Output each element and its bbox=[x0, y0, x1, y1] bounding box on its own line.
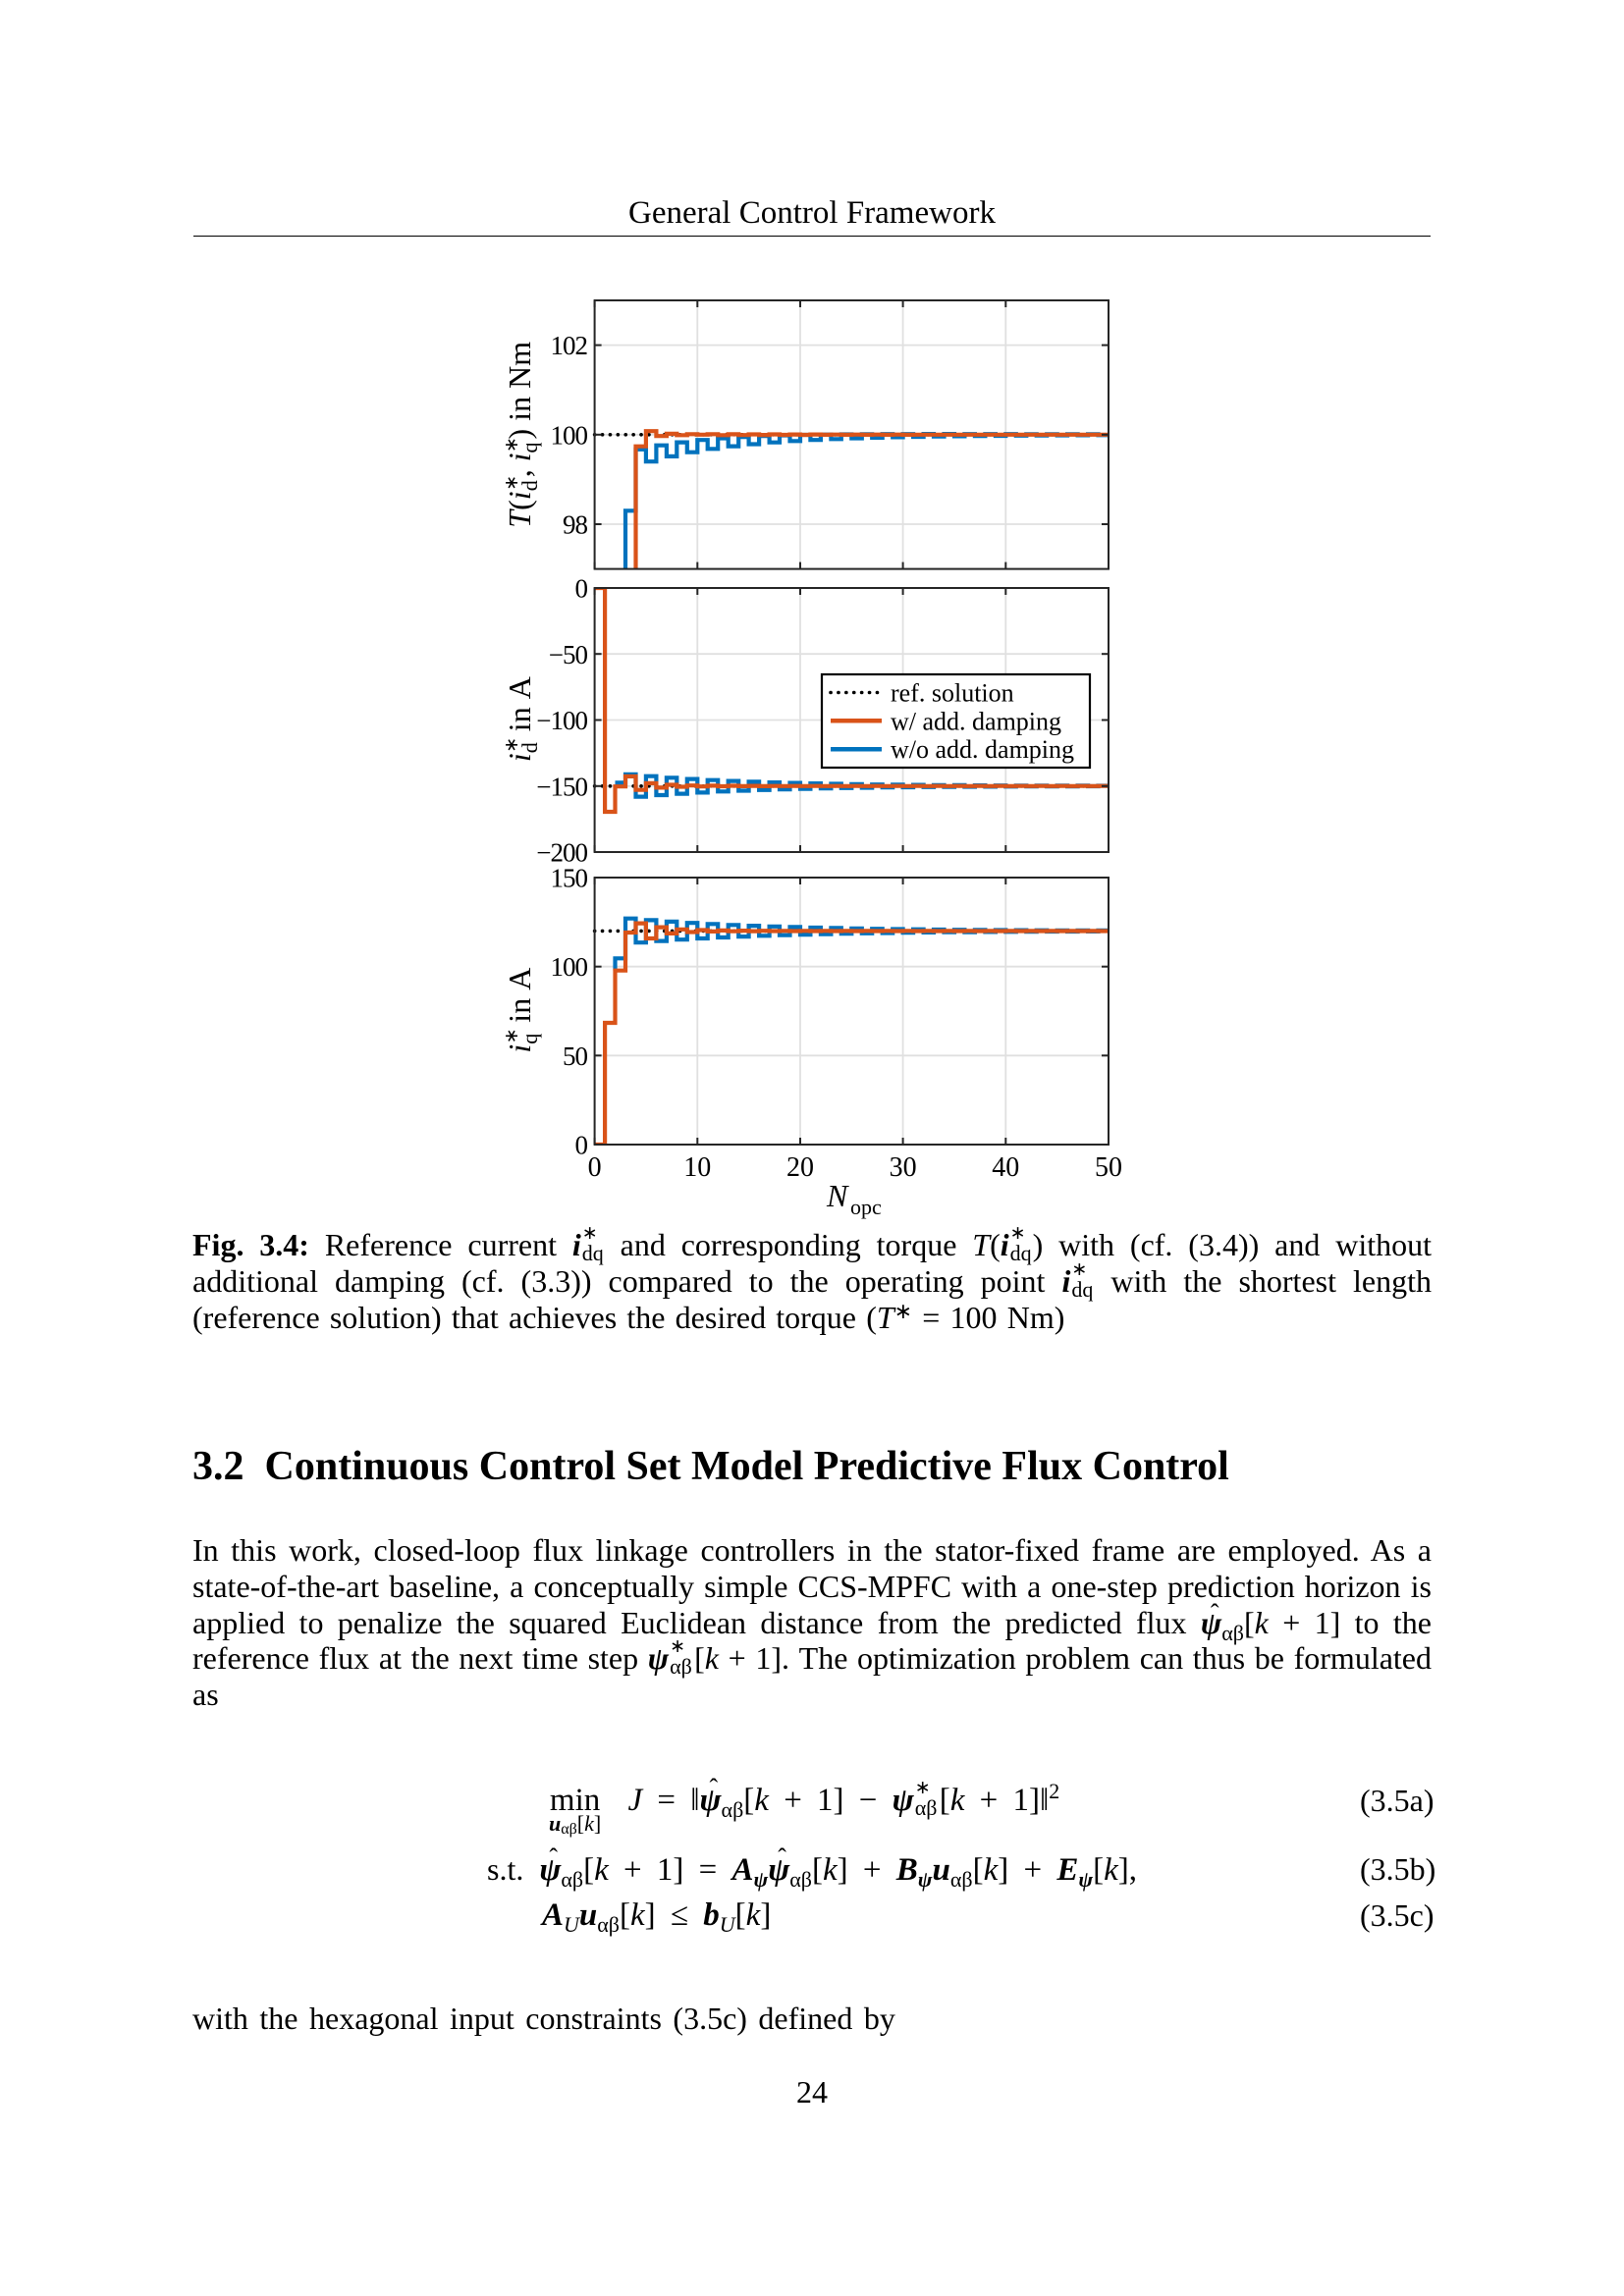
svg-text:∗: ∗ bbox=[502, 737, 522, 753]
svg-text:−200: −200 bbox=[536, 838, 587, 868]
svg-text:0: 0 bbox=[588, 1152, 602, 1183]
svg-text:102: 102 bbox=[551, 331, 588, 360]
svg-text:d: d bbox=[517, 742, 542, 753]
svg-text:ref. solution: ref. solution bbox=[891, 679, 1014, 708]
svg-text:i: i bbox=[502, 453, 537, 461]
svg-text:(: ( bbox=[502, 500, 537, 510]
svg-text:i: i bbox=[502, 491, 537, 500]
svg-text:98: 98 bbox=[563, 510, 588, 540]
svg-text:,: , bbox=[502, 461, 537, 477]
svg-text:0: 0 bbox=[575, 1131, 588, 1160]
svg-text:opc: opc bbox=[850, 1195, 882, 1219]
svg-text:in A: in A bbox=[502, 676, 537, 739]
svg-text:∗: ∗ bbox=[502, 1028, 522, 1043]
svg-text:N: N bbox=[826, 1178, 849, 1213]
svg-text:−150: −150 bbox=[536, 772, 587, 801]
svg-text:50: 50 bbox=[1095, 1152, 1122, 1183]
svg-text:i: i bbox=[502, 1044, 537, 1053]
svg-text:100: 100 bbox=[551, 952, 588, 982]
svg-text:∗: ∗ bbox=[502, 475, 522, 491]
svg-text:20: 20 bbox=[786, 1152, 814, 1183]
svg-text:in Nm: in Nm bbox=[502, 342, 537, 429]
svg-text:100: 100 bbox=[551, 420, 588, 450]
svg-text:−100: −100 bbox=[536, 706, 587, 735]
svg-text:T: T bbox=[502, 508, 537, 528]
svg-text:q: q bbox=[517, 1034, 542, 1044]
svg-text:w/o add. damping: w/o add. damping bbox=[891, 735, 1074, 764]
svg-text:q: q bbox=[517, 443, 542, 454]
svg-text:0: 0 bbox=[575, 574, 588, 604]
svg-text:): ) bbox=[502, 429, 537, 440]
svg-text:150: 150 bbox=[551, 864, 588, 893]
svg-text:30: 30 bbox=[890, 1152, 917, 1183]
svg-text:d: d bbox=[517, 480, 542, 491]
svg-text:in A: in A bbox=[502, 968, 537, 1031]
svg-text:w/ add. damping: w/ add. damping bbox=[891, 707, 1061, 735]
svg-text:−50: −50 bbox=[549, 640, 588, 669]
svg-text:i: i bbox=[502, 753, 537, 762]
svg-text:50: 50 bbox=[563, 1041, 588, 1071]
svg-text:∗: ∗ bbox=[502, 437, 522, 453]
svg-text:10: 10 bbox=[683, 1152, 711, 1183]
svg-text:40: 40 bbox=[992, 1152, 1019, 1183]
